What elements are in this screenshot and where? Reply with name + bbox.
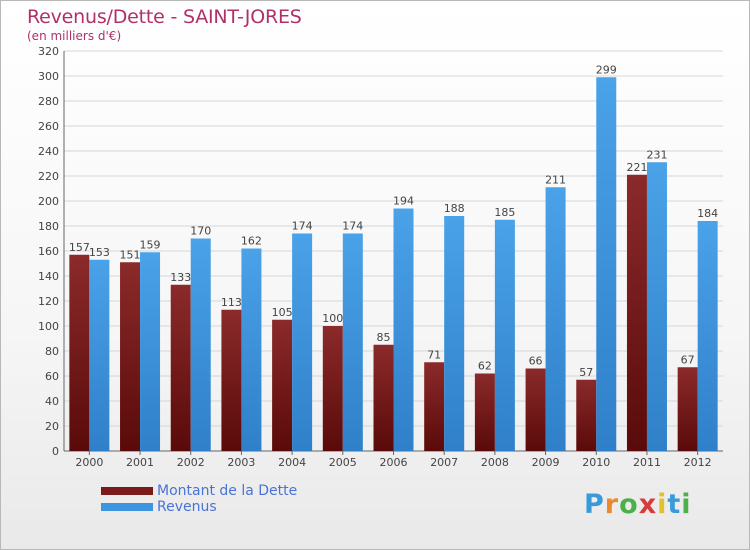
y-tick-label: 280: [38, 95, 59, 108]
y-tick-label: 140: [38, 270, 59, 283]
bar-revenus: [292, 233, 313, 451]
x-tick-label: 2008: [481, 456, 509, 469]
bar-debt: [525, 368, 546, 451]
bar-revenus: [545, 187, 566, 451]
bar-debt: [69, 254, 90, 451]
data-label-revenus: 211: [545, 173, 566, 186]
bar-debt: [424, 362, 445, 451]
proxiti-logo: Proxiti: [584, 489, 692, 520]
data-label-debt: 62: [478, 360, 492, 373]
data-label-revenus: 174: [292, 220, 313, 233]
x-tick-label: 2000: [75, 456, 103, 469]
bar-revenus: [89, 259, 110, 451]
bar-debt: [626, 174, 647, 451]
data-label-debt: 221: [626, 161, 647, 174]
chart-title: Revenus/Dette - SAINT-JORES: [27, 6, 302, 28]
x-tick-label: 2003: [227, 456, 255, 469]
y-tick-label: 60: [45, 370, 59, 383]
y-tick-label: 40: [45, 395, 59, 408]
x-tick-label: 2002: [177, 456, 205, 469]
data-label-revenus: 174: [342, 220, 363, 233]
data-label-revenus: 153: [89, 246, 110, 259]
x-tick-label: 2001: [126, 456, 154, 469]
data-label-revenus: 188: [444, 202, 465, 215]
x-tick-label: 2005: [329, 456, 357, 469]
x-tick-label: 2012: [684, 456, 712, 469]
y-tick-label: 300: [38, 70, 59, 83]
bar-debt: [120, 262, 141, 451]
y-tick-label: 80: [45, 345, 59, 358]
bar-debt: [373, 344, 394, 451]
data-label-debt: 67: [681, 353, 695, 366]
bar-revenus: [596, 77, 617, 451]
bar-revenus: [393, 208, 414, 451]
bar-revenus: [697, 221, 718, 451]
bar-revenus: [140, 252, 161, 451]
bar-revenus: [342, 233, 363, 451]
data-label-revenus: 159: [140, 238, 161, 251]
x-tick-label: 2011: [633, 456, 661, 469]
bar-debt: [322, 326, 343, 451]
data-label-debt: 133: [170, 271, 191, 284]
y-tick-label: 120: [38, 295, 59, 308]
bar-revenus: [190, 238, 211, 451]
y-tick-label: 0: [52, 445, 59, 458]
bar-revenus: [494, 219, 515, 451]
legend-label-revenus: Revenus: [157, 499, 217, 515]
bar-debt: [170, 284, 191, 451]
legend-label-debt: Montant de la Dette: [157, 483, 298, 499]
x-tick-label: 2009: [532, 456, 560, 469]
data-label-revenus: 185: [494, 206, 515, 219]
x-tick-label: 2006: [380, 456, 408, 469]
bar-debt: [677, 367, 698, 451]
y-tick-label: 220: [38, 170, 59, 183]
data-label-debt: 105: [272, 306, 293, 319]
data-label-debt: 66: [529, 355, 543, 368]
data-label-debt: 71: [427, 348, 441, 361]
data-label-revenus: 170: [190, 225, 211, 238]
bar-revenus: [241, 248, 262, 451]
bar-debt: [221, 309, 242, 451]
data-label-revenus: 162: [241, 235, 262, 248]
data-label-revenus: 184: [697, 207, 718, 220]
y-tick-label: 100: [38, 320, 59, 333]
data-label-revenus: 299: [596, 63, 617, 76]
data-label-debt: 157: [69, 241, 90, 254]
x-tick-label: 2010: [582, 456, 610, 469]
y-tick-label: 320: [38, 45, 59, 58]
y-tick-label: 260: [38, 120, 59, 133]
bar-debt: [272, 319, 293, 451]
y-tick-label: 200: [38, 195, 59, 208]
bar-revenus: [444, 216, 465, 451]
data-label-debt: 151: [120, 248, 141, 261]
data-label-debt: 113: [221, 296, 242, 309]
legend-swatch-revenus: [101, 503, 153, 511]
y-tick-label: 180: [38, 220, 59, 233]
data-label-revenus: 231: [646, 148, 667, 161]
data-label-revenus: 194: [393, 195, 414, 208]
chart-subtitle: (en milliers d'€): [27, 29, 122, 43]
bar-debt: [576, 379, 597, 451]
legend-swatch-debt: [101, 487, 153, 495]
bar-revenus: [646, 162, 667, 451]
data-label-debt: 57: [579, 366, 593, 379]
x-tick-label: 2004: [278, 456, 306, 469]
y-tick-label: 240: [38, 145, 59, 158]
data-label-debt: 100: [322, 312, 343, 325]
y-tick-label: 160: [38, 245, 59, 258]
data-label-debt: 85: [377, 331, 391, 344]
y-tick-label: 20: [45, 420, 59, 433]
x-tick-label: 2007: [430, 456, 458, 469]
bar-debt: [474, 373, 495, 451]
